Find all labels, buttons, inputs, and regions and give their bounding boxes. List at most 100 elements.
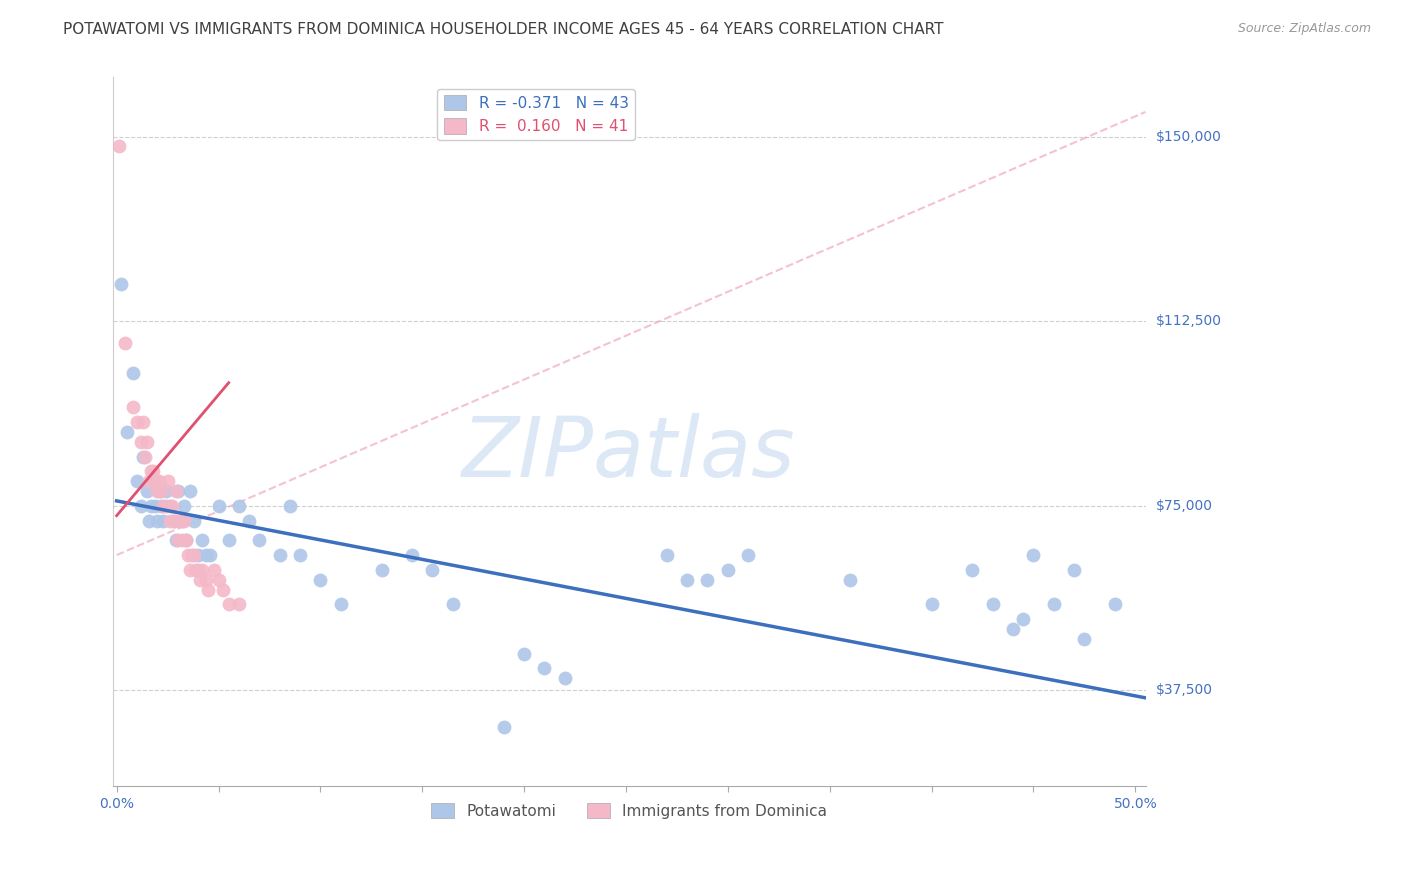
Point xyxy=(197,582,219,597)
Point xyxy=(187,548,209,562)
Point xyxy=(141,464,163,478)
Point xyxy=(696,573,718,587)
Point xyxy=(183,548,205,562)
Point xyxy=(492,720,515,734)
Point xyxy=(142,474,165,488)
Point xyxy=(288,548,311,562)
Point xyxy=(370,563,392,577)
Point xyxy=(422,563,444,577)
Point xyxy=(174,533,197,548)
Point xyxy=(211,582,233,597)
Point xyxy=(207,499,229,513)
Point xyxy=(655,548,678,562)
Point xyxy=(962,563,984,577)
Point xyxy=(309,573,332,587)
Point xyxy=(737,548,759,562)
Point xyxy=(184,563,207,577)
Point xyxy=(173,514,195,528)
Text: ZIPatlas: ZIPatlas xyxy=(463,413,796,494)
Point xyxy=(169,514,191,528)
Point xyxy=(155,483,177,498)
Point xyxy=(778,809,800,823)
Legend: Potawatomi, Immigrants from Dominica: Potawatomi, Immigrants from Dominica xyxy=(425,797,832,825)
Point xyxy=(148,483,170,498)
Point xyxy=(160,499,183,513)
Text: $112,500: $112,500 xyxy=(1156,314,1222,328)
Point xyxy=(1012,612,1035,626)
Point xyxy=(1022,548,1045,562)
Point xyxy=(401,548,423,562)
Point xyxy=(148,474,170,488)
Point xyxy=(159,499,181,513)
Point xyxy=(156,474,179,488)
Point xyxy=(177,548,200,562)
Text: $75,000: $75,000 xyxy=(1156,499,1213,513)
Point xyxy=(1073,632,1095,646)
Point xyxy=(125,474,148,488)
Point xyxy=(142,464,165,478)
Point xyxy=(218,533,240,548)
Point xyxy=(143,499,166,513)
Point xyxy=(146,483,169,498)
Point xyxy=(981,597,1004,611)
Point xyxy=(115,425,138,439)
Point xyxy=(132,450,155,464)
Point xyxy=(122,401,145,415)
Point xyxy=(839,573,862,587)
Point xyxy=(136,483,159,498)
Point xyxy=(150,499,173,513)
Point xyxy=(134,450,156,464)
Point xyxy=(150,483,173,498)
Point xyxy=(110,277,132,292)
Point xyxy=(195,548,218,562)
Text: Source: ZipAtlas.com: Source: ZipAtlas.com xyxy=(1237,22,1371,36)
Point xyxy=(921,597,943,611)
Point xyxy=(676,573,699,587)
Point xyxy=(1043,597,1066,611)
Point xyxy=(166,533,188,548)
Point xyxy=(152,499,174,513)
Point xyxy=(155,499,177,513)
Point xyxy=(247,533,270,548)
Point xyxy=(132,415,155,429)
Text: $37,500: $37,500 xyxy=(1156,683,1213,698)
Point xyxy=(228,597,250,611)
Point xyxy=(114,336,136,351)
Point xyxy=(179,483,201,498)
Point xyxy=(554,671,576,685)
Point xyxy=(159,514,181,528)
Point xyxy=(163,514,186,528)
Point xyxy=(170,514,193,528)
Point xyxy=(143,474,166,488)
Point xyxy=(122,366,145,380)
Point xyxy=(191,533,214,548)
Point xyxy=(152,514,174,528)
Point xyxy=(129,499,152,513)
Point xyxy=(1002,622,1025,636)
Point xyxy=(1063,563,1085,577)
Point xyxy=(107,139,129,153)
Point xyxy=(269,548,291,562)
Point xyxy=(146,514,169,528)
Point xyxy=(238,514,260,528)
Point xyxy=(278,499,301,513)
Point xyxy=(181,548,204,562)
Point xyxy=(138,514,160,528)
Point xyxy=(183,514,205,528)
Point xyxy=(170,533,193,548)
Point xyxy=(204,563,226,577)
Text: $150,000: $150,000 xyxy=(1156,129,1222,144)
Point xyxy=(165,483,187,498)
Point xyxy=(207,573,229,587)
Text: POTAWATOMI VS IMMIGRANTS FROM DOMINICA HOUSEHOLDER INCOME AGES 45 - 64 YEARS COR: POTAWATOMI VS IMMIGRANTS FROM DOMINICA H… xyxy=(63,22,943,37)
Point xyxy=(195,573,218,587)
Point xyxy=(200,548,222,562)
Point xyxy=(441,597,464,611)
Point xyxy=(191,563,214,577)
Point xyxy=(129,434,152,449)
Point xyxy=(329,597,352,611)
Point xyxy=(513,647,536,661)
Point xyxy=(174,533,197,548)
Point xyxy=(717,563,740,577)
Point xyxy=(228,499,250,513)
